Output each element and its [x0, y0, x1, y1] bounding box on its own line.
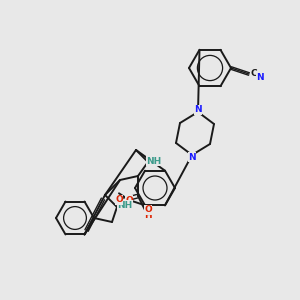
Text: C: C — [251, 70, 257, 79]
Text: NH: NH — [117, 200, 133, 209]
Text: O: O — [115, 196, 123, 205]
Text: O: O — [144, 206, 152, 214]
Text: N: N — [194, 106, 202, 115]
Text: H: H — [144, 211, 152, 220]
Text: NH: NH — [146, 157, 162, 166]
Text: N: N — [256, 73, 264, 82]
Text: O: O — [125, 196, 133, 205]
Text: N: N — [188, 152, 196, 161]
